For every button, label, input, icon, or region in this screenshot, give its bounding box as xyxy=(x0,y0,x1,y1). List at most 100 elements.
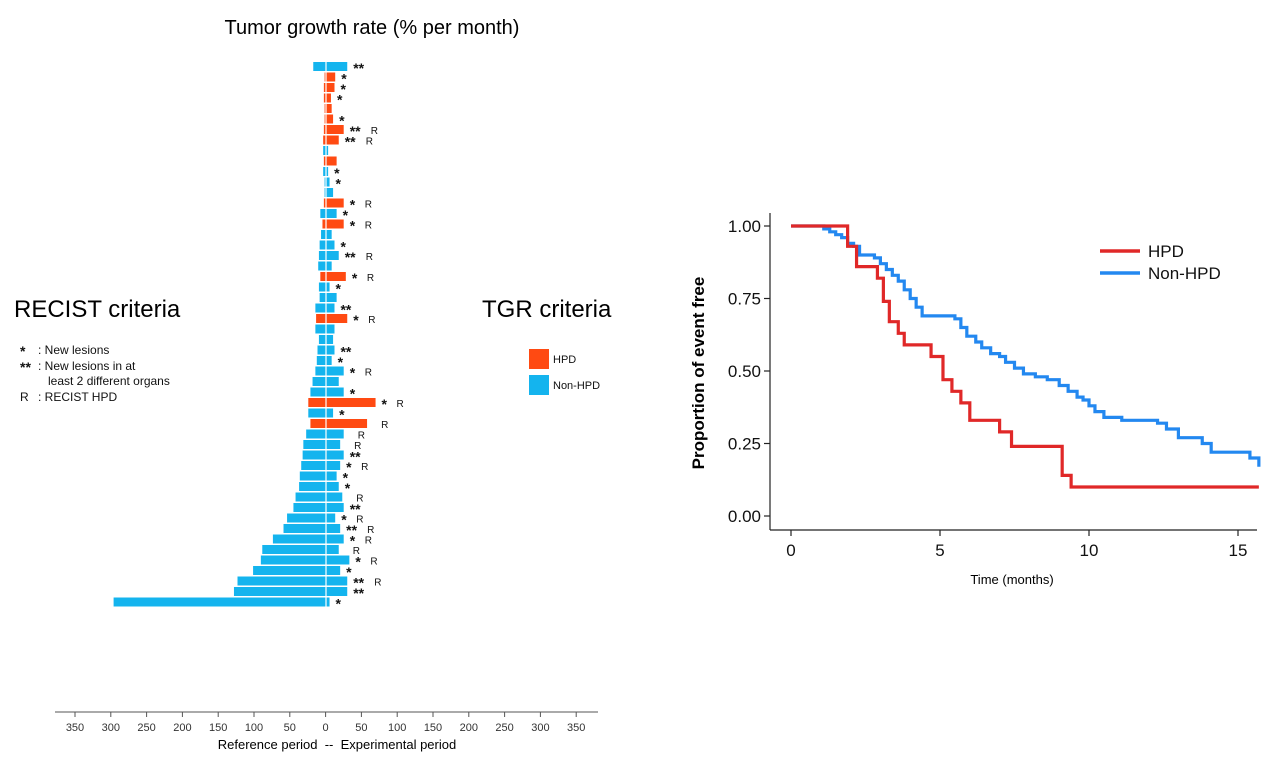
legend-swatch-nonhpd xyxy=(529,375,549,395)
km-series-lines xyxy=(791,224,1261,489)
km-line-hpd xyxy=(791,224,1259,489)
tgr-bar xyxy=(316,314,348,323)
tgr-bar xyxy=(302,450,344,460)
new-lesions-mark: * xyxy=(336,281,342,297)
recist-hpd-mark: R xyxy=(367,273,374,284)
tgr-bar xyxy=(320,209,337,218)
tgr-bar xyxy=(324,188,334,197)
km-x-tick-label: 0 xyxy=(786,541,795,560)
new-lesions-mark: ** xyxy=(353,575,364,591)
tgr-bar xyxy=(260,555,350,565)
km-line-non-hpd xyxy=(791,224,1261,467)
annotation-key-symbol: * xyxy=(20,343,26,359)
km-x-axis-label: Time (months) xyxy=(970,572,1053,587)
new-lesions-mark: * xyxy=(343,470,349,486)
tgr-bar xyxy=(324,72,336,82)
tgr-bar xyxy=(262,545,339,554)
legend-label-nonhpd: Non-HPD xyxy=(553,380,600,392)
km-x-tick-label: 5 xyxy=(935,541,944,560)
recist-hpd-mark: R xyxy=(356,494,363,505)
tgr-bar xyxy=(318,282,330,292)
new-lesions-mark: ** xyxy=(345,134,356,150)
tgr-bar xyxy=(323,135,339,145)
km-y-tick-label: 0.50 xyxy=(728,362,761,381)
tgr-x-tick-label: 50 xyxy=(284,722,296,734)
new-lesions-mark: * xyxy=(338,354,344,370)
new-lesions-mark: * xyxy=(350,197,356,213)
tgr-bar xyxy=(272,534,344,544)
recist-hpd-mark: R xyxy=(353,546,360,557)
recist-hpd-mark: R xyxy=(365,536,372,547)
new-lesions-mark: * xyxy=(345,480,351,496)
new-lesions-mark: ** xyxy=(353,60,364,76)
new-lesions-mark: * xyxy=(336,176,342,192)
km-y-tick-label: 0.25 xyxy=(728,435,761,454)
new-lesions-mark: ** xyxy=(340,344,351,360)
tgr-bar xyxy=(324,104,332,113)
km-y-tick-label: 0.00 xyxy=(728,507,761,526)
new-lesions-mark: * xyxy=(346,459,352,475)
recist-hpd-mark: R xyxy=(361,462,368,473)
new-lesions-mark: ** xyxy=(350,449,361,465)
recist-hpd-mark: R xyxy=(358,431,365,442)
tgr-chart-title: Tumor growth rate (% per month) xyxy=(225,17,520,39)
tgr-bar xyxy=(320,272,346,281)
tgr-bar xyxy=(323,125,344,134)
new-lesions-mark: * xyxy=(339,407,345,423)
new-lesions-mark: * xyxy=(352,270,358,286)
tgr-bar xyxy=(301,461,341,470)
new-lesions-mark: ** xyxy=(346,522,357,538)
tgr-x-tick-label: 50 xyxy=(355,722,367,734)
tgr-bar xyxy=(299,471,337,481)
tgr-bar xyxy=(310,387,344,397)
new-lesions-mark: * xyxy=(346,564,352,580)
tgr-x-tick-label: 350 xyxy=(66,722,84,734)
tgr-bar xyxy=(293,503,344,512)
new-lesions-mark: * xyxy=(339,113,345,129)
tgr-bar xyxy=(315,366,344,376)
new-lesions-mark: * xyxy=(340,81,346,97)
new-lesions-mark: ** xyxy=(350,501,361,517)
new-lesions-mark: * xyxy=(336,596,342,612)
tgr-x-tick-label: 100 xyxy=(388,722,406,734)
tgr-legend: HPD Non-HPD xyxy=(529,349,600,395)
tgr-bar xyxy=(310,419,368,428)
annotation-key-symbol: R xyxy=(20,390,29,404)
km-x-tick-label: 15 xyxy=(1229,541,1248,560)
tgr-bar xyxy=(253,566,341,575)
annotation-key-text: least 2 different organs xyxy=(48,374,170,388)
legend-label-hpd: HPD xyxy=(553,354,576,366)
tgr-annotations: ******** R** R*** R** R*** R* R**** R**** R** R*R… xyxy=(334,60,404,612)
tgr-bar xyxy=(283,524,341,533)
new-lesions-mark: * xyxy=(350,533,356,549)
tgr-bar xyxy=(323,83,335,92)
km-chart: 0.00 0.25 0.50 0.75 1.00 0 5 10 15 HPD Non-HPD P… xyxy=(689,213,1261,587)
tgr-x-tick-label: 150 xyxy=(209,722,227,734)
annotation-key-symbol: ** xyxy=(20,359,31,375)
annotation-key: *: New lesions **: New lesions in atleast… xyxy=(20,343,170,404)
recist-hpd-mark: R xyxy=(397,399,404,410)
new-lesions-mark: * xyxy=(334,165,340,181)
tgr-bar xyxy=(315,303,335,313)
tgr-bars xyxy=(113,62,376,607)
tgr-criteria-caption: TGR criteria xyxy=(482,296,612,323)
new-lesions-mark: ** xyxy=(345,249,356,265)
tgr-bar xyxy=(113,597,330,607)
tgr-bar xyxy=(287,513,336,523)
tgr-x-tick-label: 300 xyxy=(531,722,549,734)
tgr-bar xyxy=(324,177,330,187)
km-y-axis-label: Proportion of event free xyxy=(689,277,708,470)
tgr-bar xyxy=(308,408,334,418)
tgr-x-ticks: 350 300 250 200 150 100 50 0 50 100 150 200 250 300 35… xyxy=(66,712,585,734)
recist-hpd-mark: R xyxy=(356,515,363,526)
new-lesions-mark: * xyxy=(341,512,347,528)
legend-swatch-hpd xyxy=(529,349,549,369)
tgr-bar xyxy=(323,93,331,103)
recist-hpd-mark: R xyxy=(354,441,361,452)
tgr-x-tick-label: 300 xyxy=(102,722,120,734)
new-lesions-mark: * xyxy=(337,92,343,108)
new-lesions-mark: * xyxy=(350,386,356,402)
recist-hpd-mark: R xyxy=(368,315,375,326)
new-lesions-mark: * xyxy=(341,71,347,87)
